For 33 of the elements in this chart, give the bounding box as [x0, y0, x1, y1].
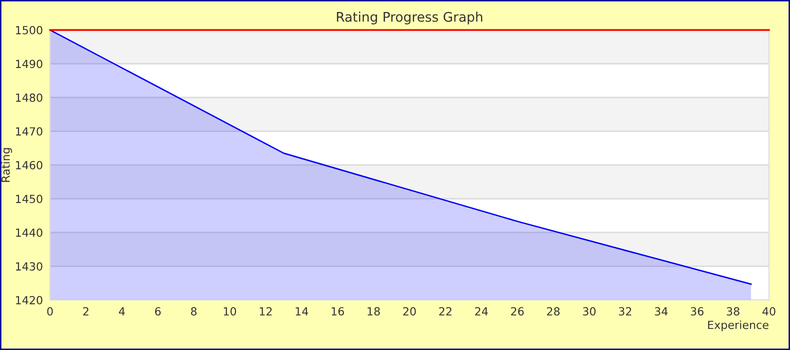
y-tick-label: 1440	[16, 228, 42, 237]
x-tick-label: 38	[726, 307, 740, 316]
x-tick-label: 12	[260, 307, 272, 316]
x-tick-label: 26	[511, 307, 524, 316]
x-tick-label: 8	[191, 307, 197, 316]
y-tick-label: 1460	[16, 160, 42, 170]
x-tick-label: 2	[83, 307, 88, 316]
x-tick-label: 32	[618, 307, 632, 316]
x-tick-label: 24	[475, 307, 488, 316]
x-tick-label: 30	[583, 307, 596, 316]
x-tick-label: 40	[762, 307, 776, 316]
chart-title: Rating Progress Graph	[336, 12, 482, 24]
x-tick-label: 18	[368, 307, 380, 316]
x-tick-label: 16	[332, 307, 344, 316]
x-tick-label: 28	[547, 307, 560, 316]
y-tick-label: 1420	[16, 296, 42, 304]
y-tick-label: 1450	[16, 194, 42, 204]
x-axis-title: Experience	[708, 320, 768, 332]
y-tick-label: 1500	[16, 26, 42, 34]
x-tick-label: 4	[118, 307, 125, 316]
x-tick-label: 36	[690, 307, 704, 316]
y-axis-title: Rating	[1, 148, 12, 182]
x-tick-label: 14	[296, 307, 308, 316]
y-tick-label: 1490	[16, 60, 42, 68]
y-tick-label: 1430	[16, 262, 42, 271]
x-tick-label: 10	[224, 307, 236, 316]
x-tick-label: 0	[47, 307, 53, 316]
x-tick-label: 6	[155, 307, 161, 316]
x-tick-label: 20	[403, 307, 416, 316]
x-tick-label: 22	[439, 307, 452, 316]
x-tick-label: 34	[654, 307, 668, 316]
y-tick-label: 1470	[16, 127, 42, 136]
y-tick-label: 1480	[16, 93, 42, 102]
